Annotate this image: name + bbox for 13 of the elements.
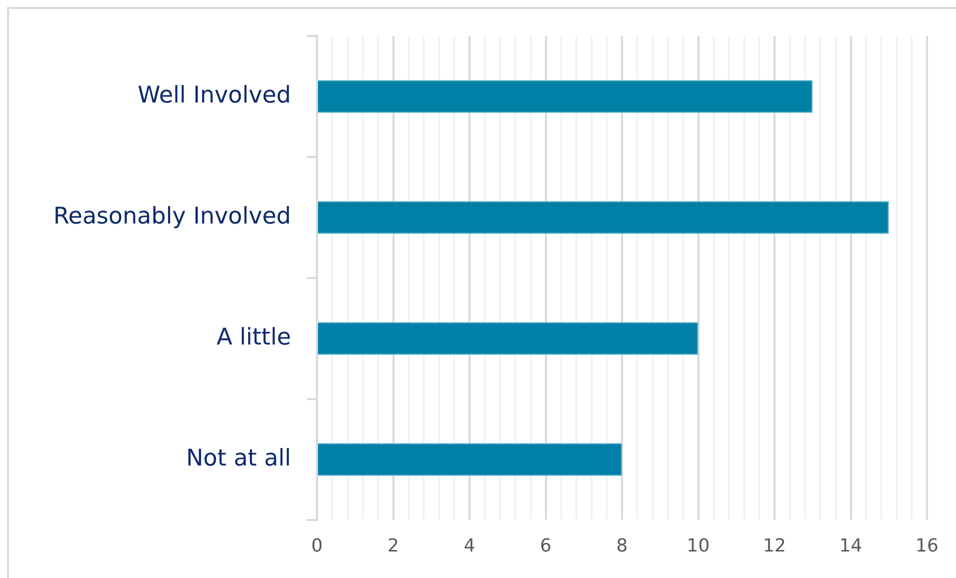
x-tick-label: 16 xyxy=(916,535,938,556)
y-tick-label: Well Involved xyxy=(138,82,291,108)
x-tick-label: 6 xyxy=(540,535,552,556)
y-tick-label: A little xyxy=(216,324,291,350)
y-tick-label: Reasonably Involved xyxy=(53,203,291,230)
x-tick-label: 2 xyxy=(388,535,399,556)
x-tick-label: 0 xyxy=(311,535,323,556)
x-tick-label: 4 xyxy=(464,535,476,556)
y-tick-label: Not at all xyxy=(186,445,291,472)
x-tick-label: 10 xyxy=(686,535,710,556)
x-tick-label: 8 xyxy=(616,535,628,556)
x-tick-label: 12 xyxy=(763,535,786,556)
x-tick-label: 14 xyxy=(839,535,862,556)
